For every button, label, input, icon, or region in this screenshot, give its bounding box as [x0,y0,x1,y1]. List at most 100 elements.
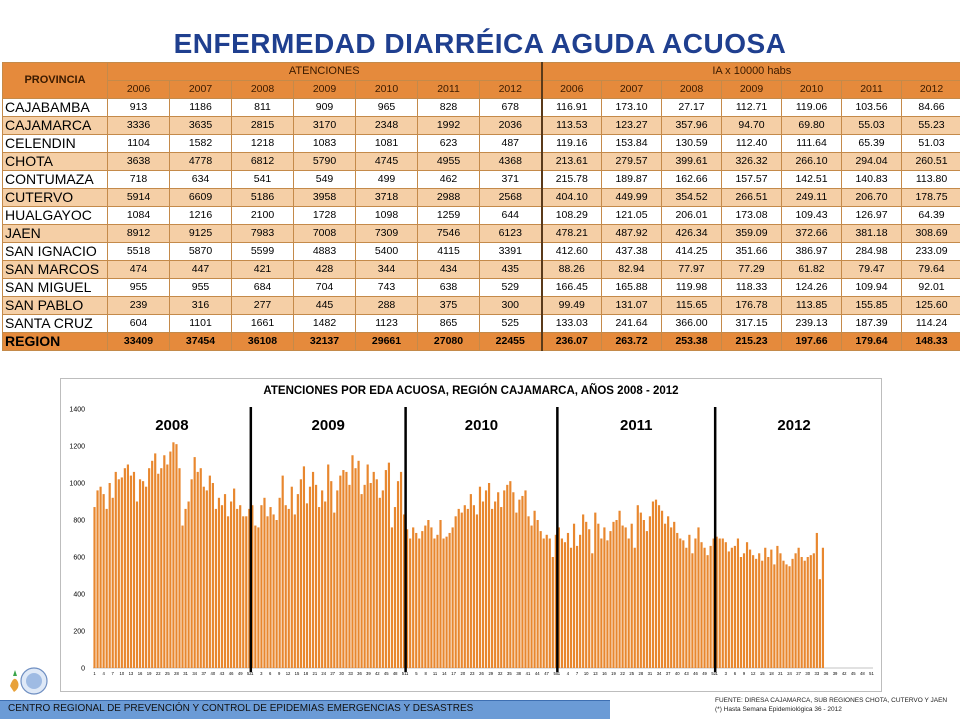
bar [233,488,236,668]
province-name: SANTA CRUZ [2,314,108,333]
atenciones-cell: 2348 [355,116,418,135]
x-tick-label: 30 [339,671,344,676]
bar [239,505,242,668]
bar [196,471,199,668]
ia-cell: 79.47 [841,260,903,279]
ia-cell: 65.39 [841,134,903,153]
bar [612,521,615,668]
ia-cell: 153.84 [601,134,663,153]
x-tick-label: 37 [666,671,671,676]
atenciones-cell: 37454 [169,332,232,351]
y-tick-label: 400 [73,592,85,599]
bar [460,512,463,668]
ia-cell: 179.64 [841,332,903,351]
bar [688,534,691,668]
bar [621,525,624,668]
atenciones-cell: 913 [107,98,170,117]
bar [518,499,521,668]
bar [211,483,214,668]
bar [321,490,324,668]
ia-cell: 284.98 [841,242,903,261]
bar [682,540,685,668]
atenciones-cell: 1661 [231,314,294,333]
bar [105,508,108,668]
atenciones-cell: 4955 [417,152,480,171]
year-header: 2010 [781,80,843,99]
atenciones-cell: 447 [169,260,232,279]
y-tick-label: 800 [73,518,85,525]
bar [736,538,740,668]
atenciones-cell: 5914 [107,188,170,207]
atenciones-cell: 499 [355,170,418,189]
year-header: 2011 [417,80,480,99]
atenciones-cell: 462 [417,170,480,189]
atenciones-cell: 487 [478,134,543,153]
atenciones-cell: 1218 [231,134,294,153]
bar [557,527,560,668]
x-tick-label: 14 [442,671,447,676]
atenciones-cell: 435 [478,260,543,279]
atenciones-cell: 300 [478,296,543,315]
x-tick-label: 23 [470,671,475,676]
x-tick-label: 1 [716,671,719,676]
atenciones-cell: 638 [417,278,480,297]
bar [199,468,202,668]
bar [248,508,251,668]
footer-institution: CENTRO REGIONAL DE PREVENCIÓN Y CONTROL … [8,703,474,714]
ia-cell: 131.07 [601,296,663,315]
bar [521,495,524,668]
atenciones-cell: 955 [169,278,232,297]
bar [160,468,163,668]
bar [336,490,339,668]
bar [542,538,545,668]
atenciones-cell: 428 [293,260,356,279]
bar [442,538,445,668]
ia-cell: 412.60 [540,242,603,261]
bar [809,555,812,668]
bar [135,501,139,668]
bar [281,475,284,668]
x-tick-label: 25 [629,671,634,676]
ia-cell: 215.23 [721,332,783,351]
ia-cell: 109.94 [841,278,903,297]
province-name: SAN IGNACIO [2,242,108,261]
ia-cell: 241.64 [601,314,663,333]
bar [730,547,733,668]
bar [208,475,211,668]
province-name: REGION [2,332,108,351]
bar [169,451,172,668]
x-tick-label: 52 [711,671,716,676]
ia-cell: 157.57 [721,170,783,189]
bar [390,527,394,668]
bar [436,534,439,668]
bar [694,538,697,668]
x-tick-label: 24 [787,671,792,676]
bar [509,481,512,668]
bar [821,547,825,668]
atenciones-cell: 7983 [231,224,294,243]
ia-cell: 386.97 [781,242,843,261]
bar [272,514,275,668]
ia-cell: 279.57 [601,152,663,171]
bar [660,510,664,668]
atenciones-cell: 1582 [169,134,232,153]
bar [269,507,272,668]
x-tick-label: 22 [156,671,161,676]
ia-cell: 112.40 [721,134,783,153]
bar [582,514,585,668]
table-row: SAN PABLO 239 316 277 445 288 375 300 99.49 131.0… [2,296,960,315]
bar [220,505,224,668]
bar [305,503,309,668]
bar [551,557,554,668]
bar [454,516,457,668]
atenciones-cell: 6812 [231,152,294,171]
bar [679,538,682,668]
x-tick-label: 16 [138,671,143,676]
ia-cell: 176.78 [721,296,783,315]
bar [308,486,312,668]
ia-cell: 113.80 [901,170,960,189]
bar [752,555,755,668]
x-tick-label: 42 [375,671,380,676]
bar [618,510,621,668]
x-tick-label: 24 [321,671,326,676]
